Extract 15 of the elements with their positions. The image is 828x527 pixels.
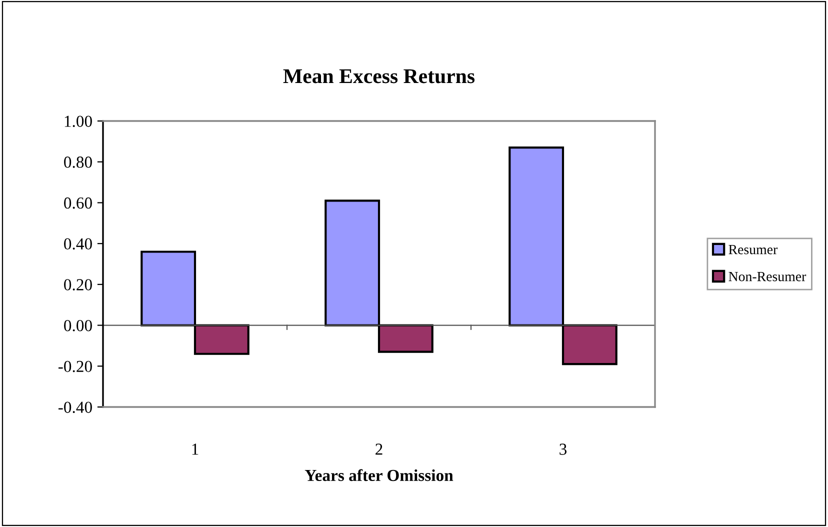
y-tick-label: 0.40 bbox=[64, 238, 92, 250]
y-tick-label: -0.20 bbox=[58, 360, 92, 372]
y-tick-label: 0.80 bbox=[64, 156, 92, 168]
y-tick-label: 0.00 bbox=[64, 320, 92, 332]
x-tick-label: 1 bbox=[192, 444, 198, 455]
y-tick-label: 0.20 bbox=[64, 279, 92, 290]
x-tick-label: 2 bbox=[376, 444, 382, 455]
chart-title: Mean Excess Returns bbox=[283, 69, 475, 84]
x-tick-label: 3 bbox=[560, 444, 567, 455]
y-tick-label: -0.40 bbox=[58, 402, 92, 414]
legend-label: Resumer bbox=[728, 245, 778, 254]
y-tick-label: 0.60 bbox=[64, 197, 92, 209]
legend-label: Non-Resumer bbox=[728, 272, 806, 282]
y-tick-label: 1.00 bbox=[64, 116, 92, 128]
x-axis-title: Years after Omission bbox=[304, 469, 454, 482]
